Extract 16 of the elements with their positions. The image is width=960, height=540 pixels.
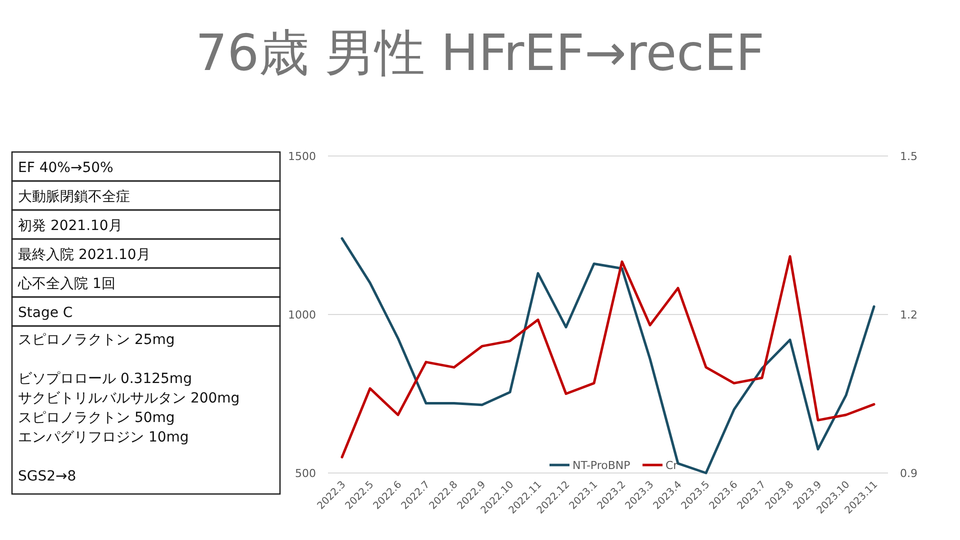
- y2-tick-label: 1.2: [900, 308, 918, 322]
- y-tick-label: 500: [295, 467, 316, 480]
- chart-title: 76歳 男性 HFrEF→recEF: [196, 24, 764, 82]
- legend-label: NT-ProBNP: [572, 459, 631, 472]
- y-tick-label: 1500: [288, 150, 316, 163]
- y2-tick-label: 1.5: [900, 150, 918, 163]
- y2-tick-label: 0.9: [900, 467, 918, 480]
- text: 大動脈閉鎖不全症: [18, 189, 130, 205]
- text: 初発 2021.10月: [18, 218, 122, 234]
- legend-label: Cr: [666, 459, 678, 472]
- y-tick-label: 1000: [288, 308, 316, 322]
- text: Stage C: [18, 305, 73, 321]
- text: スピロノラクトン 25mg ビソプロロール 0.3125mg サクビトリルバルサルタン 200mg スピロノラクトン 50mg エンパグリフロジン 10mg SGS2→8: [18, 332, 240, 484]
- text: 心不全入院 1回: [17, 276, 116, 292]
- text: EF 40%→50%: [18, 160, 114, 176]
- text: 最終入院 2021.10月: [18, 247, 150, 263]
